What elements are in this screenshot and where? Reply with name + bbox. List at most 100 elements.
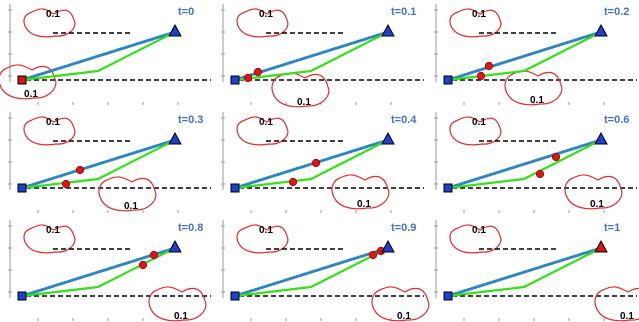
planned-path	[447, 31, 602, 82]
time-label: t=0.9	[391, 222, 417, 234]
lower-cloud-label: 0.1	[297, 97, 311, 108]
lower-cloud-label: 0.1	[620, 311, 634, 322]
goal-triangle	[168, 23, 182, 37]
upper-cloud-label: 0.1	[472, 117, 486, 128]
lower-cloud-label: 0.1	[397, 311, 411, 322]
upper-obstacle-cloud	[23, 8, 76, 38]
scene-panel: t=0.8 0.1 0.1	[8, 218, 213, 322]
upper-cloud-label: 0.1	[259, 9, 273, 20]
time-label: t=0.2	[604, 6, 630, 18]
scene-panel: t=1 0.1 0.1	[434, 218, 639, 322]
robot-marker	[288, 177, 298, 187]
goal-triangle	[594, 131, 608, 145]
goal-triangle	[381, 239, 395, 253]
goal-triangle	[381, 131, 395, 145]
time-label: t=0.8	[178, 222, 204, 234]
planned-path	[21, 247, 176, 298]
upper-cloud-label: 0.1	[46, 9, 60, 20]
start-square	[17, 183, 27, 193]
planned-path	[234, 139, 389, 190]
start-square	[230, 75, 240, 85]
planned-path	[21, 139, 176, 190]
lower-cloud-label: 0.1	[530, 95, 544, 106]
robot-marker	[243, 73, 253, 83]
reference-path	[233, 138, 390, 190]
robot-marker	[75, 165, 85, 175]
start-square	[17, 75, 27, 85]
upper-obstacle-cloud	[236, 224, 289, 254]
start-square	[17, 291, 27, 301]
reference-path	[233, 246, 390, 298]
scene-svg	[221, 4, 424, 108]
robot-marker	[138, 260, 148, 270]
upper-obstacle-cloud	[449, 116, 502, 146]
lower-obstacle-cloud	[564, 174, 623, 210]
upper-cloud-label: 0.1	[46, 117, 60, 128]
goal-triangle	[168, 131, 182, 145]
lower-obstacle-cloud	[331, 174, 390, 210]
start-square	[443, 291, 453, 301]
scene-svg	[434, 220, 639, 322]
upper-obstacle-cloud	[449, 224, 502, 254]
start-square	[230, 291, 240, 301]
lower-obstacle-cloud	[0, 64, 57, 100]
lower-cloud-label: 0.1	[174, 311, 188, 322]
scene-svg	[0, 4, 211, 105]
upper-cloud-label: 0.1	[472, 225, 486, 236]
robot-marker	[551, 152, 561, 162]
scene-panel: t=0.6 0.1 0.1	[434, 110, 639, 213]
reference-path	[446, 138, 603, 190]
start-square	[443, 75, 453, 85]
reference-path	[20, 246, 177, 298]
scene-panel: t=0.4 0.1 0.1	[221, 110, 426, 213]
reference-path	[446, 246, 603, 298]
scene-svg	[8, 112, 211, 213]
planned-path	[21, 31, 176, 82]
robot-marker	[368, 250, 378, 260]
upper-cloud-label: 0.1	[259, 117, 273, 128]
scene-svg	[434, 4, 637, 106]
upper-obstacle-cloud	[236, 8, 289, 38]
time-label: t=0.4	[391, 114, 417, 126]
goal-triangle	[381, 23, 395, 37]
upper-cloud-label: 0.1	[472, 9, 486, 20]
scene-panel: t=0.2 0.1 0.1	[434, 2, 639, 106]
scene-panel: t=0 0.1 0.1	[0, 2, 213, 105]
lower-obstacle-cloud	[271, 72, 330, 108]
scene-svg	[8, 220, 211, 322]
time-label: t=1	[604, 222, 621, 234]
lower-cloud-label: 0.1	[24, 89, 38, 100]
scene-panel: t=0.9 0.1 0.1	[221, 218, 430, 322]
planned-path	[447, 139, 602, 190]
robot-marker	[311, 158, 321, 168]
upper-obstacle-cloud	[23, 224, 76, 254]
time-label: t=0.6	[604, 114, 630, 126]
lower-cloud-label: 0.1	[124, 201, 138, 212]
planned-path	[234, 31, 389, 82]
goal-triangle	[168, 239, 182, 253]
lower-cloud-label: 0.1	[357, 199, 371, 210]
lower-obstacle-cloud	[504, 70, 563, 106]
robot-marker	[484, 61, 494, 71]
time-label: t=0.1	[391, 6, 417, 18]
goal-triangle	[594, 239, 608, 253]
scene-panel: t=0.3 0.1 0.1	[8, 110, 213, 213]
scene-svg	[434, 112, 637, 213]
planned-path	[234, 247, 389, 298]
time-label: t=0	[178, 6, 195, 18]
reference-path	[446, 30, 603, 82]
robot-marker	[535, 169, 545, 179]
upper-cloud-label: 0.1	[259, 225, 273, 236]
lower-obstacle-cloud	[98, 176, 157, 212]
robot-marker	[149, 250, 159, 260]
lower-obstacle-cloud	[594, 286, 639, 322]
upper-obstacle-cloud	[449, 8, 502, 38]
upper-obstacle-cloud	[236, 116, 289, 146]
lower-obstacle-cloud	[148, 286, 207, 322]
reference-path	[20, 30, 177, 82]
scene-svg	[221, 220, 430, 322]
start-square	[230, 183, 240, 193]
goal-triangle	[594, 23, 608, 37]
upper-obstacle-cloud	[23, 116, 76, 146]
start-square	[443, 183, 453, 193]
